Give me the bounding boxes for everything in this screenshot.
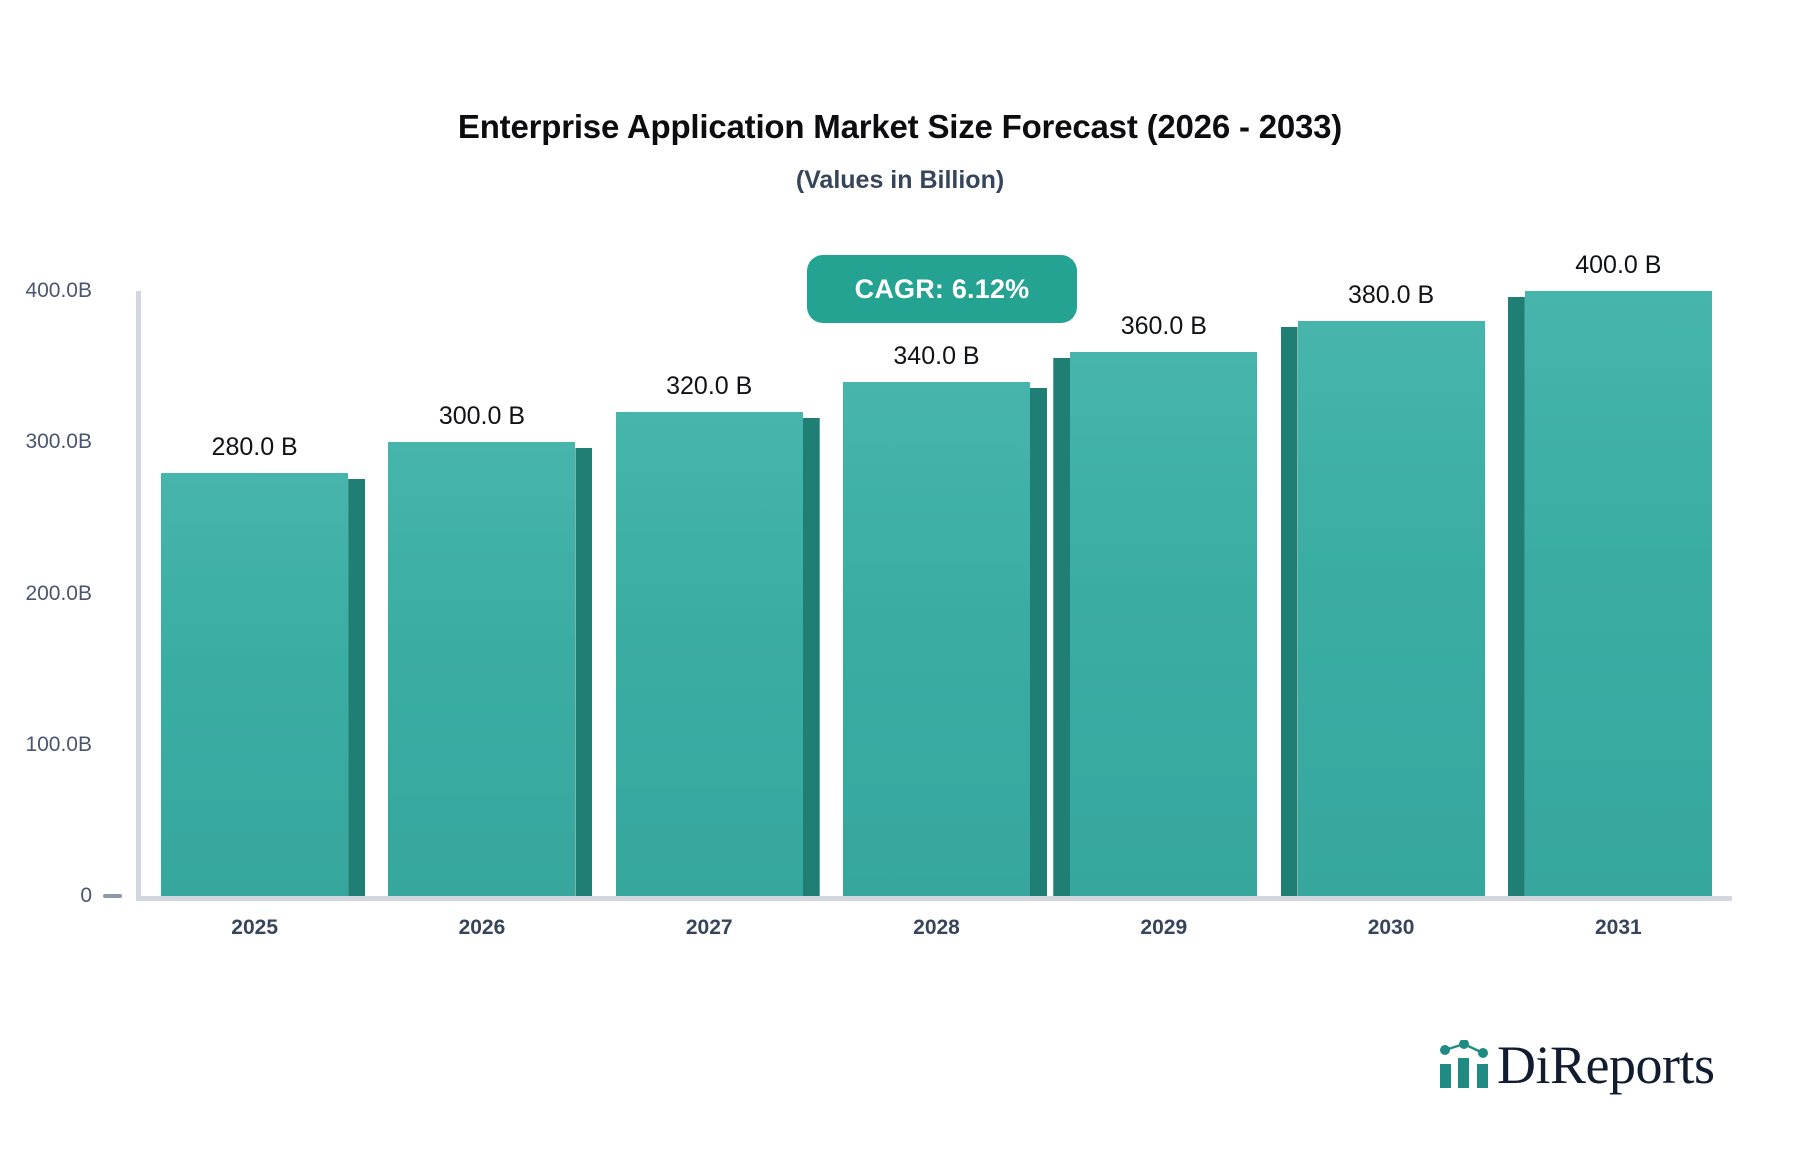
x-axis-tick-label: 2025 xyxy=(231,916,278,939)
bar-side-face xyxy=(1280,327,1298,896)
x-axis-tick-label: 2028 xyxy=(913,916,960,939)
x-axis-tick-label: 2030 xyxy=(1367,916,1415,939)
y-axis-tick-label: 400.0B xyxy=(25,279,92,302)
bar-value-label: 340.0 B xyxy=(893,341,980,370)
bar-side-face xyxy=(1030,387,1047,896)
chart-title: Enterprise Application Market Size Forec… xyxy=(457,108,1343,145)
x-axis-tick-label: 2027 xyxy=(685,916,733,939)
bar-2028[interactable] xyxy=(843,381,1030,896)
bar-side-face xyxy=(1507,297,1525,896)
bar-side-face xyxy=(575,448,593,896)
cagr-badge: CAGR: 6.12% xyxy=(807,255,1077,323)
y-axis-tick-label: 300.0B xyxy=(25,430,92,454)
chart-subtitle: (Values in Billion) xyxy=(795,166,1005,194)
y-axis-line xyxy=(136,291,141,898)
cagr-badge-label: CAGR: 6.12% xyxy=(854,273,1030,304)
x-axis-tick-label: 2026 xyxy=(458,916,506,939)
bar-2025[interactable] xyxy=(161,472,349,896)
bar-value-label: 300.0 B xyxy=(438,402,526,431)
bar-value-label: 400.0 B xyxy=(1575,251,1662,279)
bar-2026[interactable] xyxy=(388,442,576,896)
bar-value-label: 360.0 B xyxy=(1120,311,1207,340)
bar-2027[interactable] xyxy=(615,412,803,896)
bar-value-label: 380.0 B xyxy=(1347,281,1435,310)
y-axis-zero-tick-mark xyxy=(103,894,122,898)
x-axis-line xyxy=(136,896,1732,901)
bar-value-label: 280.0 B xyxy=(211,432,298,461)
x-axis-tick-label: 2031 xyxy=(1594,916,1642,939)
bar-2029[interactable] xyxy=(1070,351,1258,896)
x-axis-tick-label: 2029 xyxy=(1140,916,1188,939)
direports-logo: DiReports xyxy=(1437,1038,1715,1092)
bar-side-face xyxy=(348,478,366,896)
bar-2030[interactable] xyxy=(1297,321,1485,896)
logo-wordmark: DiReports xyxy=(1497,1035,1715,1095)
bar-side-face xyxy=(802,418,820,896)
bar-value-label: 320.0 B xyxy=(666,372,753,400)
bar-chart-logo-icon xyxy=(1440,1040,1488,1088)
bar-2031[interactable] xyxy=(1524,291,1712,896)
y-axis-tick-label: 0 xyxy=(80,884,92,907)
y-axis-tick-label: 200.0B xyxy=(25,581,92,605)
y-axis-tick-label: 100.0B xyxy=(25,732,92,756)
bar-side-face xyxy=(1053,357,1071,896)
